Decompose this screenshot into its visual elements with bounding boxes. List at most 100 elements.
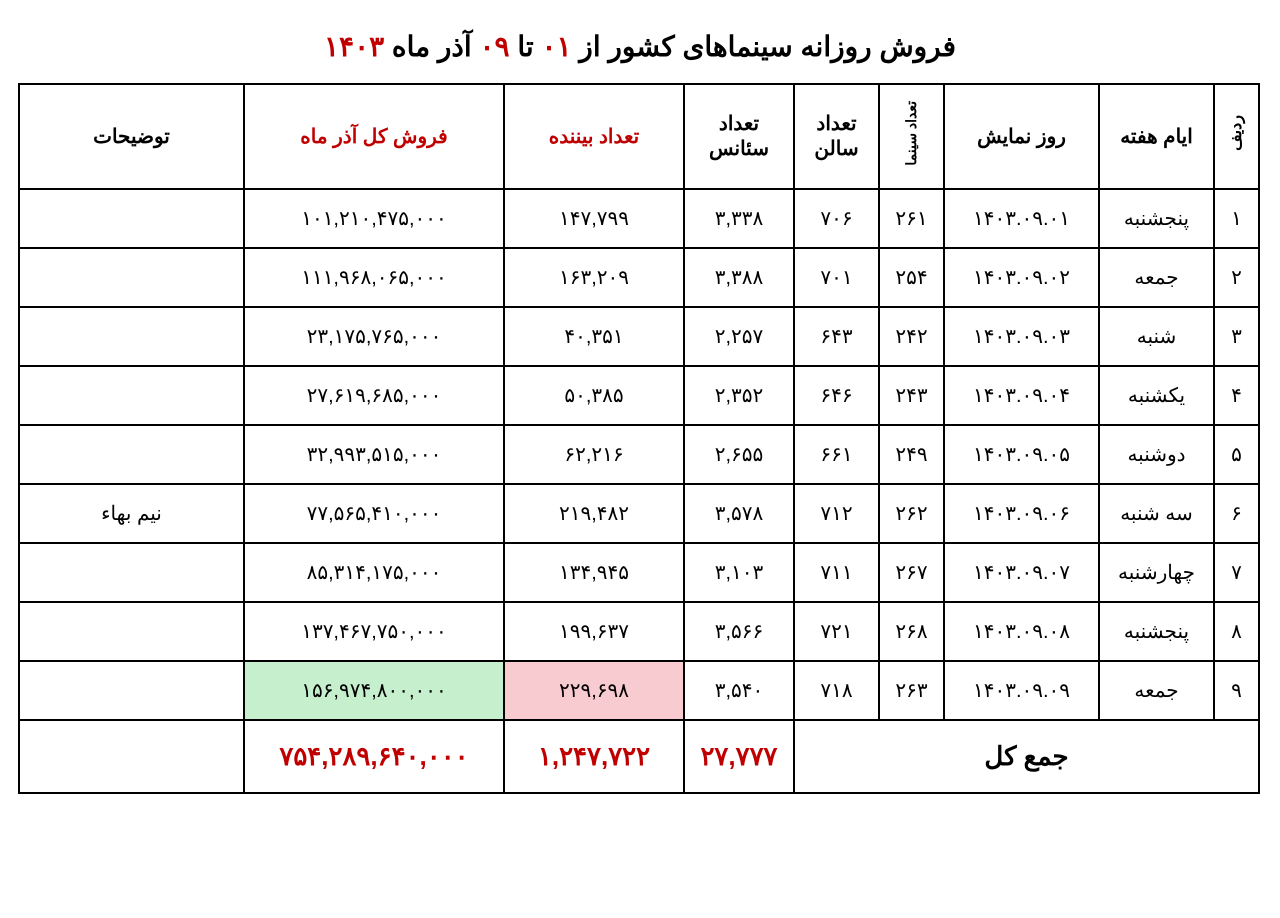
cell-n: ۴ bbox=[1214, 366, 1259, 425]
cell-desc bbox=[19, 543, 244, 602]
cell-day: دوشنبه bbox=[1099, 425, 1214, 484]
table-row: ۷چهارشنبه۱۴۰۳.۰۹.۰۷۲۶۷۷۱۱۳,۱۰۳۱۳۴,۹۴۵۸۵,… bbox=[19, 543, 1259, 602]
cell-cinema: ۲۴۳ bbox=[879, 366, 944, 425]
cell-cinema: ۲۴۲ bbox=[879, 307, 944, 366]
cell-seance: ۳,۵۷۸ bbox=[684, 484, 794, 543]
cell-desc bbox=[19, 189, 244, 248]
cell-salon: ۷۱۲ bbox=[794, 484, 879, 543]
total-label: جمع کل bbox=[794, 720, 1259, 793]
cell-viewer: ۲۲۹,۶۹۸ bbox=[504, 661, 684, 720]
cell-sales: ۱۳۷,۴۶۷,۷۵۰,۰۰۰ bbox=[244, 602, 504, 661]
th-seance-count: تعداد سئانس bbox=[684, 84, 794, 189]
cell-seance: ۳,۵۶۶ bbox=[684, 602, 794, 661]
cell-sales: ۲۷,۶۱۹,۶۸۵,۰۰۰ bbox=[244, 366, 504, 425]
cell-day: پنجشنبه bbox=[1099, 189, 1214, 248]
title-mid: تا bbox=[510, 31, 542, 62]
total-seance: ۲۷,۷۷۷ bbox=[684, 720, 794, 793]
cell-viewer: ۶۲,۲۱۶ bbox=[504, 425, 684, 484]
title-year: ۱۴۰۳ bbox=[324, 31, 384, 62]
total-desc bbox=[19, 720, 244, 793]
cell-day: یکشنبه bbox=[1099, 366, 1214, 425]
cell-date: ۱۴۰۳.۰۹.۰۳ bbox=[944, 307, 1099, 366]
cell-desc bbox=[19, 425, 244, 484]
cell-sales: ۱۱۱,۹۶۸,۰۶۵,۰۰۰ bbox=[244, 248, 504, 307]
table-row: ۹جمعه۱۴۰۳.۰۹.۰۹۲۶۳۷۱۸۳,۵۴۰۲۲۹,۶۹۸۱۵۶,۹۷۴… bbox=[19, 661, 1259, 720]
cell-salon: ۷۰۱ bbox=[794, 248, 879, 307]
title-d2: ۰۹ bbox=[479, 31, 509, 62]
cell-salon: ۷۱۱ bbox=[794, 543, 879, 602]
cell-salon: ۷۲۱ bbox=[794, 602, 879, 661]
page-title: فروش روزانه سینماهای کشور از ۰۱ تا ۰۹ آذ… bbox=[20, 30, 1260, 63]
cell-salon: ۷۱۸ bbox=[794, 661, 879, 720]
cell-viewer: ۱۶۳,۲۰۹ bbox=[504, 248, 684, 307]
cell-date: ۱۴۰۳.۰۹.۰۵ bbox=[944, 425, 1099, 484]
cell-date: ۱۴۰۳.۰۹.۰۷ bbox=[944, 543, 1099, 602]
cell-day: شنبه bbox=[1099, 307, 1214, 366]
cell-viewer: ۱۴۷,۷۹۹ bbox=[504, 189, 684, 248]
cell-sales: ۷۷,۵۶۵,۴۱۰,۰۰۰ bbox=[244, 484, 504, 543]
table-row: ۶سه شنبه۱۴۰۳.۰۹.۰۶۲۶۲۷۱۲۳,۵۷۸۲۱۹,۴۸۲۷۷,۵… bbox=[19, 484, 1259, 543]
th-row: ردیف bbox=[1214, 84, 1259, 189]
cell-viewer: ۱۳۴,۹۴۵ bbox=[504, 543, 684, 602]
cell-day: جمعه bbox=[1099, 661, 1214, 720]
th-cinema-count: تعداد سینما bbox=[879, 84, 944, 189]
cell-salon: ۶۴۳ bbox=[794, 307, 879, 366]
cell-sales: ۸۵,۳۱۴,۱۷۵,۰۰۰ bbox=[244, 543, 504, 602]
cell-n: ۶ bbox=[1214, 484, 1259, 543]
cell-desc: نیم بهاء bbox=[19, 484, 244, 543]
cell-n: ۲ bbox=[1214, 248, 1259, 307]
cell-date: ۱۴۰۳.۰۹.۰۶ bbox=[944, 484, 1099, 543]
cell-cinema: ۲۵۴ bbox=[879, 248, 944, 307]
cell-seance: ۳,۵۴۰ bbox=[684, 661, 794, 720]
cell-viewer: ۱۹۹,۶۳۷ bbox=[504, 602, 684, 661]
th-description: توضیحات bbox=[19, 84, 244, 189]
cell-n: ۷ bbox=[1214, 543, 1259, 602]
cell-cinema: ۲۶۱ bbox=[879, 189, 944, 248]
table-row: ۴یکشنبه۱۴۰۳.۰۹.۰۴۲۴۳۶۴۶۲,۳۵۲۵۰,۳۸۵۲۷,۶۱۹… bbox=[19, 366, 1259, 425]
cell-cinema: ۲۶۲ bbox=[879, 484, 944, 543]
cell-day: سه شنبه bbox=[1099, 484, 1214, 543]
cell-cinema: ۲۴۹ bbox=[879, 425, 944, 484]
table-row: ۵دوشنبه۱۴۰۳.۰۹.۰۵۲۴۹۶۶۱۲,۶۵۵۶۲,۲۱۶۳۲,۹۹۳… bbox=[19, 425, 1259, 484]
sales-table: ردیف ایام هفته روز نمایش تعداد سینما تعد… bbox=[18, 83, 1260, 794]
cell-n: ۵ bbox=[1214, 425, 1259, 484]
table-row: ۲جمعه۱۴۰۳.۰۹.۰۲۲۵۴۷۰۱۳,۳۸۸۱۶۳,۲۰۹۱۱۱,۹۶۸… bbox=[19, 248, 1259, 307]
cell-desc bbox=[19, 248, 244, 307]
cell-salon: ۶۶۱ bbox=[794, 425, 879, 484]
cell-sales: ۳۲,۹۹۳,۵۱۵,۰۰۰ bbox=[244, 425, 504, 484]
cell-seance: ۳,۳۸۸ bbox=[684, 248, 794, 307]
cell-date: ۱۴۰۳.۰۹.۰۱ bbox=[944, 189, 1099, 248]
cell-day: جمعه bbox=[1099, 248, 1214, 307]
th-total-sales: فروش کل آذر ماه bbox=[244, 84, 504, 189]
title-suffix: آذر ماه bbox=[384, 31, 479, 62]
cell-cinema: ۲۶۸ bbox=[879, 602, 944, 661]
cell-sales: ۱۵۶,۹۷۴,۸۰۰,۰۰۰ bbox=[244, 661, 504, 720]
cell-date: ۱۴۰۳.۰۹.۰۴ bbox=[944, 366, 1099, 425]
cell-date: ۱۴۰۳.۰۹.۰۸ bbox=[944, 602, 1099, 661]
cell-seance: ۲,۲۵۷ bbox=[684, 307, 794, 366]
cell-cinema: ۲۶۳ bbox=[879, 661, 944, 720]
th-viewer-count: تعداد بیننده bbox=[504, 84, 684, 189]
cell-desc bbox=[19, 661, 244, 720]
cell-salon: ۷۰۶ bbox=[794, 189, 879, 248]
cell-desc bbox=[19, 366, 244, 425]
table-total-row: جمع کل ۲۷,۷۷۷ ۱,۲۴۷,۷۲۲ ۷۵۴,۲۸۹,۶۴۰,۰۰۰ bbox=[19, 720, 1259, 793]
cell-day: چهارشنبه bbox=[1099, 543, 1214, 602]
cell-seance: ۳,۳۳۸ bbox=[684, 189, 794, 248]
cell-date: ۱۴۰۳.۰۹.۰۹ bbox=[944, 661, 1099, 720]
table-header-row: ردیف ایام هفته روز نمایش تعداد سینما تعد… bbox=[19, 84, 1259, 189]
th-salon-count: تعداد سالن bbox=[794, 84, 879, 189]
cell-desc bbox=[19, 307, 244, 366]
total-sales: ۷۵۴,۲۸۹,۶۴۰,۰۰۰ bbox=[244, 720, 504, 793]
title-d1: ۰۱ bbox=[541, 31, 571, 62]
cell-viewer: ۴۰,۳۵۱ bbox=[504, 307, 684, 366]
table-row: ۳شنبه۱۴۰۳.۰۹.۰۳۲۴۲۶۴۳۲,۲۵۷۴۰,۳۵۱۲۳,۱۷۵,۷… bbox=[19, 307, 1259, 366]
cell-viewer: ۲۱۹,۴۸۲ bbox=[504, 484, 684, 543]
cell-viewer: ۵۰,۳۸۵ bbox=[504, 366, 684, 425]
th-show-date: روز نمایش bbox=[944, 84, 1099, 189]
cell-sales: ۱۰۱,۲۱۰,۴۷۵,۰۰۰ bbox=[244, 189, 504, 248]
title-prefix: فروش روزانه سینماهای کشور از bbox=[572, 31, 956, 62]
cell-seance: ۳,۱۰۳ bbox=[684, 543, 794, 602]
cell-day: پنجشنبه bbox=[1099, 602, 1214, 661]
cell-n: ۹ bbox=[1214, 661, 1259, 720]
